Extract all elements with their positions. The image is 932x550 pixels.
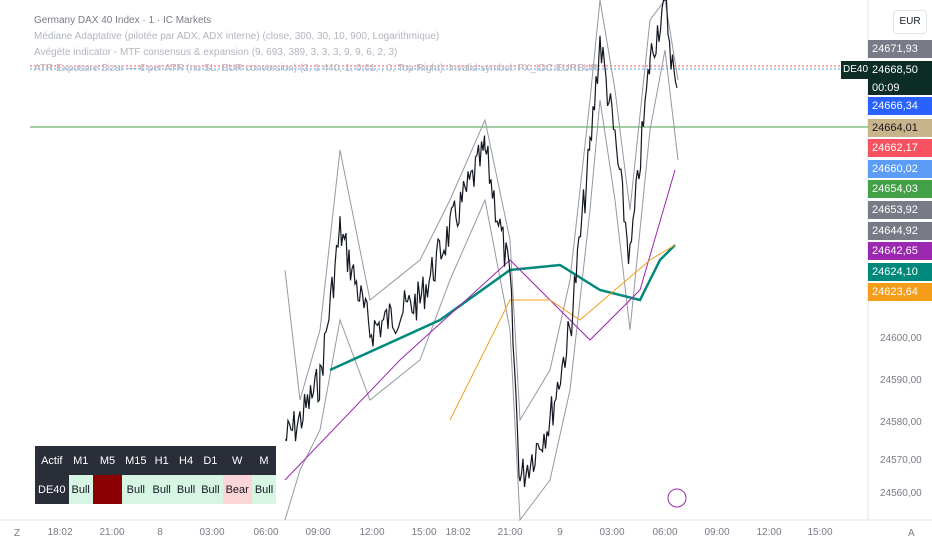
table-header: Actif M1 M5 M15 H1 H4 D1 W M — [35, 446, 277, 475]
time-tick: 8 — [157, 527, 163, 538]
time-tick: 15:00 — [807, 527, 833, 538]
time-tick: 21:00 — [497, 527, 523, 538]
symbol-title: Germany DAX 40 Index · 1 · IC Markets — [34, 15, 212, 26]
indicator: Médiane Adaptative (pilotée par ADX, ADX… — [34, 31, 440, 42]
currency-button[interactable]: EUR — [893, 10, 927, 34]
time-tick: 9 — [557, 527, 563, 538]
price-label: 24660,02 — [868, 160, 932, 178]
price-tick: 24570,00 — [880, 455, 922, 466]
header-cell: M1 — [68, 446, 93, 475]
indicator: Avégète indicator - MTF consensus & expa… — [34, 47, 398, 58]
cell: Bull — [251, 475, 277, 504]
cell: Bull — [68, 475, 93, 504]
price-label: 24644,92 — [868, 222, 932, 240]
time-tick: 18:02 — [47, 527, 73, 538]
price-label: 24664,01 — [868, 119, 932, 137]
cell: Bull — [198, 475, 223, 504]
envelope-line — [284, 0, 679, 422]
price-tick: 24560,00 — [880, 488, 922, 499]
price-label: 24642,65 — [868, 242, 932, 260]
zoom-icon: Z — [14, 528, 20, 539]
time-tick: 18:02 — [445, 527, 471, 538]
time-tick: 12:00 — [359, 527, 385, 538]
price-line — [284, 0, 678, 488]
header-cell: H1 — [149, 446, 174, 475]
header-cell: Actif — [35, 446, 69, 475]
time-tick: 09:00 — [704, 527, 730, 538]
cell: DE40 — [35, 475, 69, 504]
table-row: DE40 Bull Bear Bull Bull Bull Bull Bear Bull — [35, 475, 277, 504]
event-icon — [667, 488, 687, 508]
header-cell: D1 — [198, 446, 223, 475]
header-cell: W — [222, 446, 252, 475]
time-tick: 03:00 — [599, 527, 625, 538]
header-cell: M15 — [122, 446, 150, 475]
price-label: 24666,34 — [868, 97, 932, 115]
trend-table: Actif M1 M5 M15 H1 H4 D1 W M DE40 Bull Bear Bull Bul… — [35, 446, 277, 504]
price-label: 24654,03 — [868, 180, 932, 198]
envelope-line — [284, 49, 679, 522]
auto-icon: A — [908, 528, 915, 539]
cell: Bull — [122, 475, 150, 504]
price-tick: 24580,00 — [880, 417, 922, 428]
time-tick: 06:00 — [652, 527, 678, 538]
price-label: 24662,17 — [868, 139, 932, 157]
median-line — [329, 244, 676, 372]
cell: Bull — [173, 475, 199, 504]
time-tick: 15:00 — [411, 527, 437, 538]
price-label: 24624,10 — [868, 263, 932, 281]
cell: Bear — [92, 475, 123, 504]
price-tick: 24590,00 — [880, 375, 922, 386]
time-tick: 03:00 — [199, 527, 225, 538]
time-tick: 06:00 — [253, 527, 279, 538]
header-cell: M5 — [92, 446, 123, 475]
cell: Bull — [149, 475, 174, 504]
header-cell: H4 — [173, 446, 199, 475]
time-tick: 21:00 — [99, 527, 125, 538]
cell: Bear — [222, 475, 252, 504]
price-label: 24668,50 00:09 — [868, 61, 932, 95]
countdown: 00:09 — [872, 82, 900, 94]
price-label: 24671,93 — [868, 40, 932, 58]
legend: Germany DAX 40 Index · 1 · IC Markets Mé… — [34, 13, 598, 77]
price-label: 24623,64 — [868, 283, 932, 301]
symbol-tag: DE40 — [840, 61, 870, 79]
average-line — [449, 244, 676, 421]
time-tick: 09:00 — [305, 527, 331, 538]
header-cell: M — [251, 446, 277, 475]
time-tick: 12:00 — [756, 527, 782, 538]
price-tick: 24600,00 — [880, 333, 922, 344]
indicator: ATR Exposure Sizer — € per ATR (no SL, E… — [34, 63, 599, 74]
price-label: 24653,92 — [868, 201, 932, 219]
